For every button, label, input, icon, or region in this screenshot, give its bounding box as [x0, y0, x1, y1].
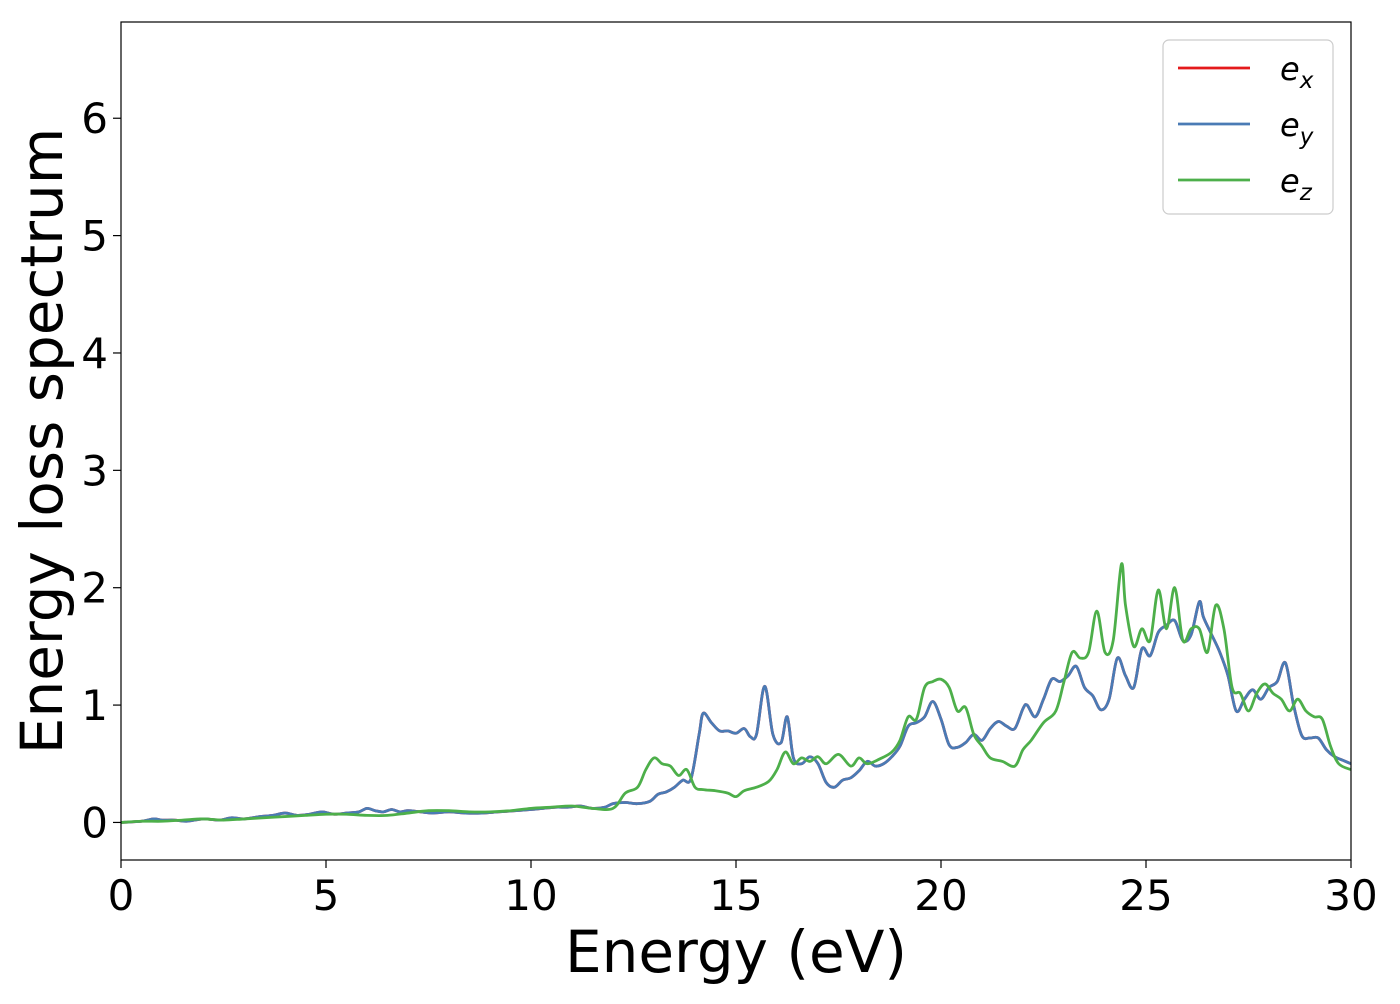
x-tick-label: 20 [914, 871, 967, 920]
y-tick-label: 4 [81, 329, 108, 378]
y-axis-ticks: 0 1 2 3 4 5 6 [81, 94, 121, 847]
x-tick-label: 10 [504, 871, 557, 920]
y-tick-label: 2 [81, 564, 108, 613]
y-tick-label: 1 [81, 681, 108, 730]
x-tick-label: 15 [709, 871, 762, 920]
x-tick-label: 30 [1324, 871, 1377, 920]
legend-label-e-x: ex [1280, 50, 1314, 94]
x-tick-label: 5 [313, 871, 340, 920]
series-line-e-z [120, 562, 1352, 824]
x-tick-label: 25 [1119, 871, 1172, 920]
y-tick-label: 6 [81, 94, 108, 143]
legend-label-e-z: ez [1280, 162, 1313, 206]
series-layer [120, 562, 1352, 824]
series-line-e-y [120, 599, 1352, 824]
x-axis-ticks: 0 5 10 15 20 25 30 [108, 860, 1378, 920]
y-axis-label: Energy loss spectrum [8, 128, 76, 754]
x-tick-label: 0 [108, 871, 135, 920]
legend-box [1162, 39, 1334, 215]
legend-label-e-y: ey [1280, 106, 1314, 150]
legend-entries: ex ey ez [1178, 50, 1314, 206]
y-tick-label: 5 [81, 212, 108, 261]
y-tick-label: 3 [81, 446, 108, 495]
legend: ex ey ez [1162, 39, 1334, 215]
series-line-e-x [120, 599, 1352, 824]
y-tick-label: 0 [81, 798, 108, 847]
x-axis-label: Energy (eV) [565, 918, 907, 986]
